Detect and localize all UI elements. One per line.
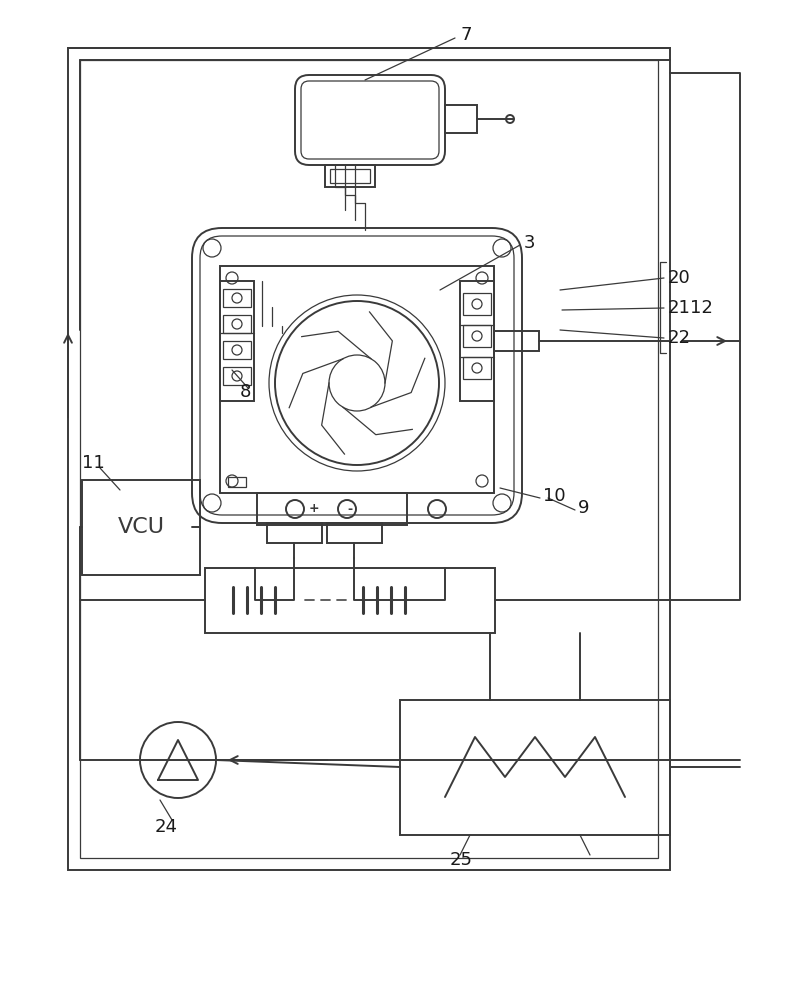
Text: 10: 10 <box>543 487 566 505</box>
Text: 11: 11 <box>82 454 105 472</box>
Bar <box>220 281 254 401</box>
Bar <box>223 289 251 307</box>
Text: 21: 21 <box>668 299 691 317</box>
Bar <box>257 493 407 525</box>
Bar <box>325 165 375 187</box>
Bar <box>494 331 539 351</box>
Text: -: - <box>347 502 352 516</box>
Bar <box>205 568 495 633</box>
Text: 3: 3 <box>524 234 536 252</box>
Text: 12: 12 <box>690 299 713 317</box>
Bar <box>327 523 382 543</box>
Text: 20: 20 <box>668 269 691 287</box>
Bar <box>267 523 322 543</box>
Text: 22: 22 <box>668 329 691 347</box>
Bar <box>68 48 670 870</box>
Text: 9: 9 <box>578 499 590 517</box>
Bar <box>223 341 251 359</box>
Text: 7: 7 <box>460 26 472 44</box>
Bar <box>463 293 491 315</box>
Bar <box>400 700 670 835</box>
Bar <box>223 315 251 333</box>
Bar <box>330 169 370 183</box>
Bar <box>82 480 200 575</box>
Text: 8: 8 <box>240 383 251 401</box>
Bar <box>223 367 251 385</box>
Bar <box>460 281 494 401</box>
Bar <box>445 105 477 133</box>
Bar <box>220 266 494 493</box>
Bar <box>463 325 491 347</box>
Text: 24: 24 <box>155 818 178 836</box>
Text: 25: 25 <box>450 851 473 869</box>
Bar <box>228 477 246 487</box>
Text: +: + <box>309 502 319 516</box>
Text: VCU: VCU <box>117 517 165 537</box>
Bar <box>80 60 658 858</box>
Bar <box>463 357 491 379</box>
